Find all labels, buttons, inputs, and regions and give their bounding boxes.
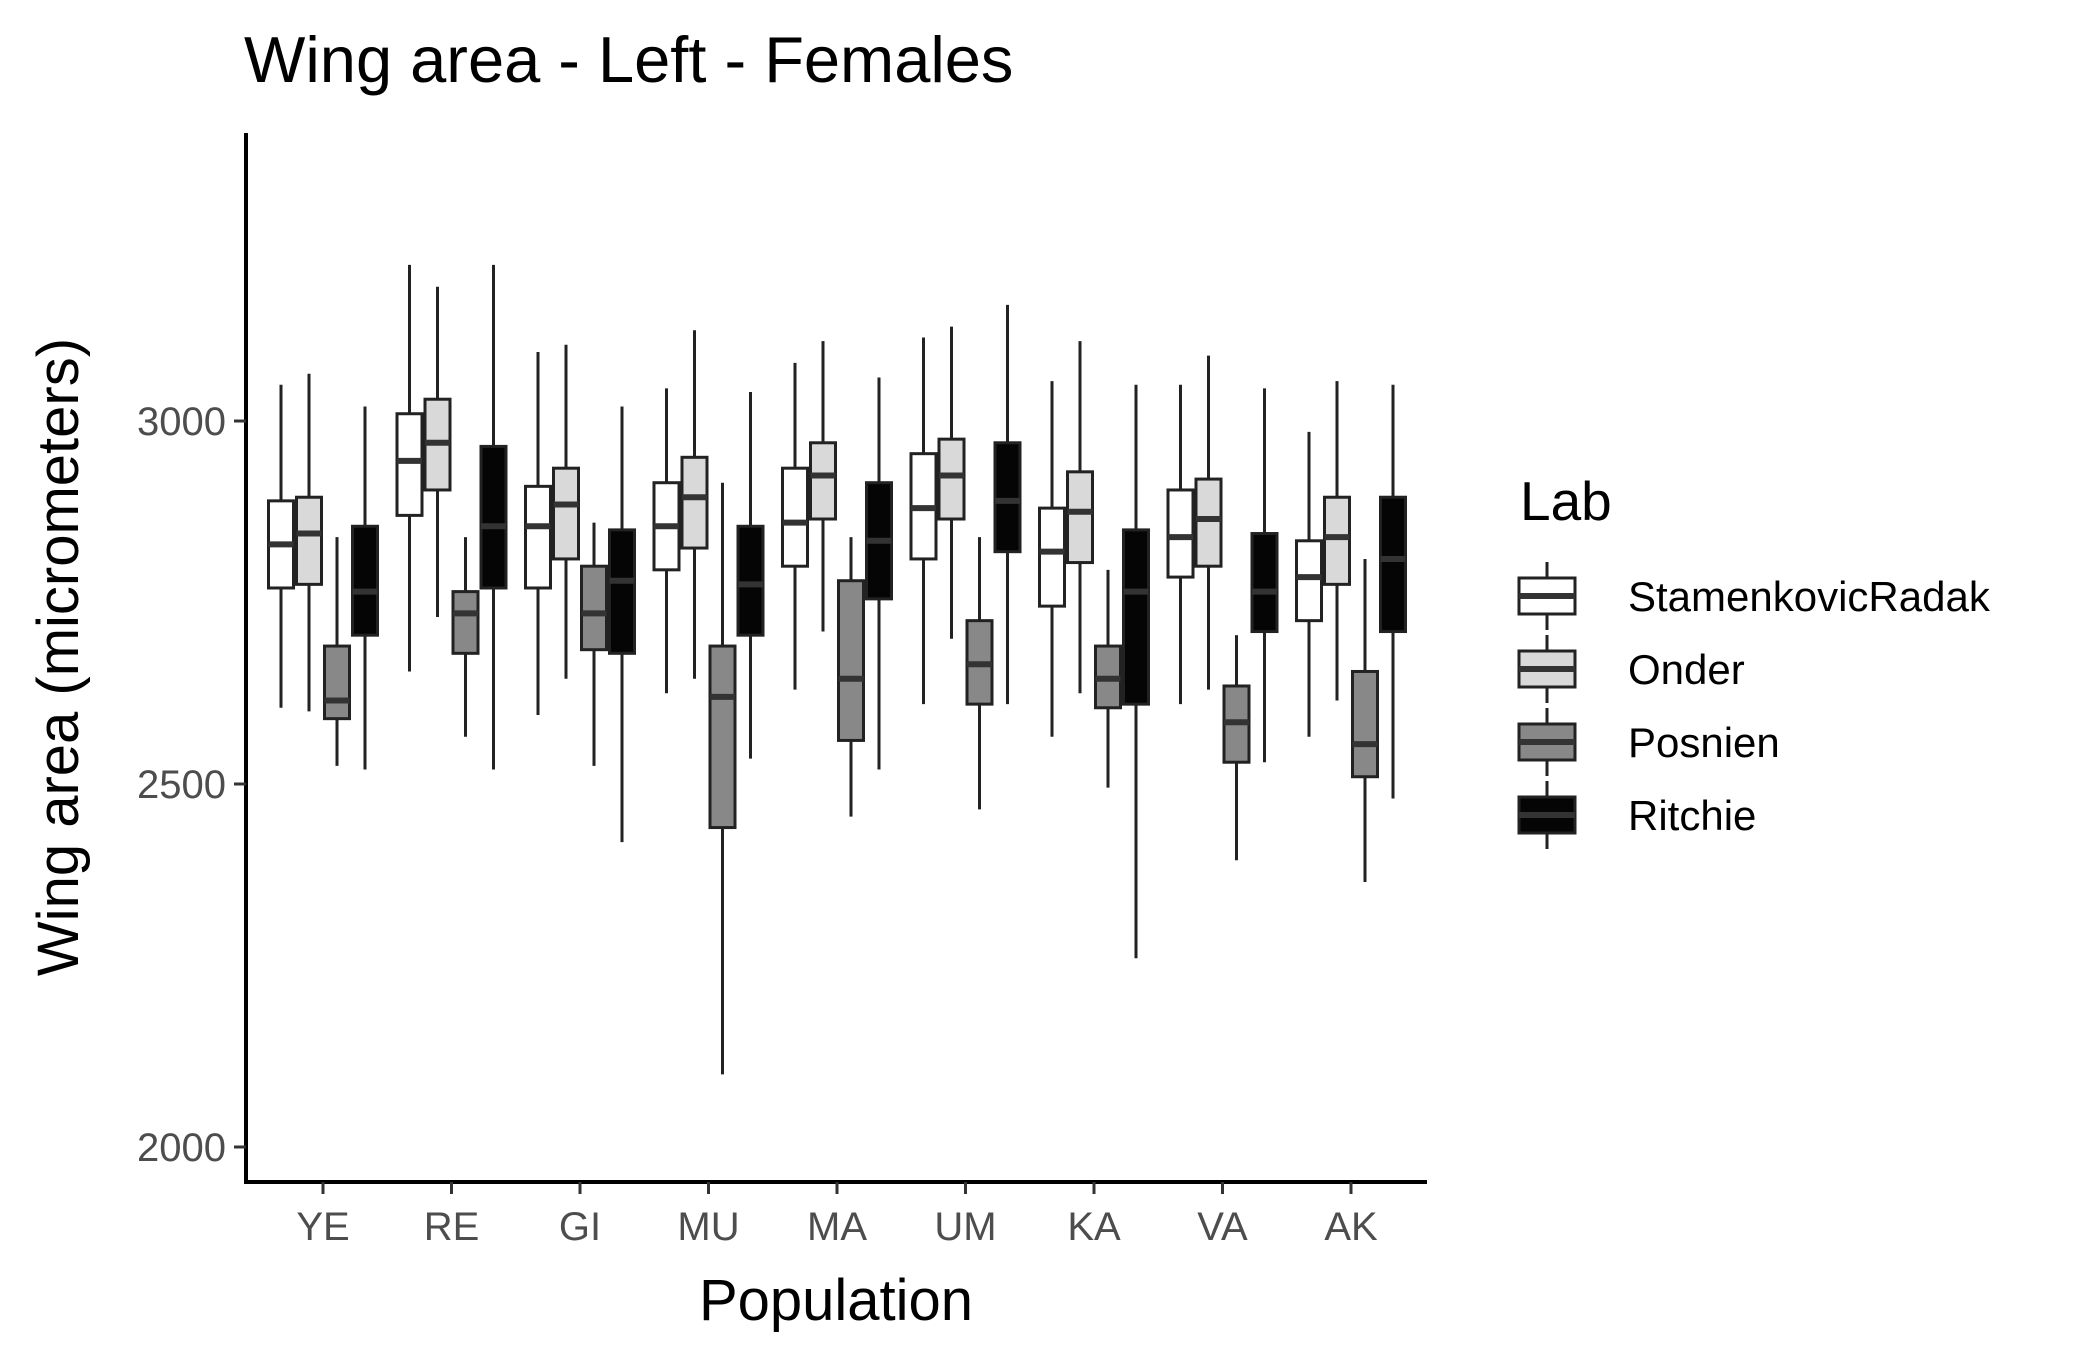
box-UM-Onder [937, 326, 966, 639]
box-AK-StamenkovicRadak [1295, 431, 1323, 737]
legend-item-Ritchie: Ritchie [1517, 781, 1756, 849]
legend-item-StamenkovicRadak: StamenkovicRadak [1517, 562, 1991, 630]
box-body [680, 455, 709, 550]
x-tick-label: KA [1067, 1205, 1121, 1249]
box-body [451, 590, 480, 655]
box-GI-Ritchie [608, 406, 636, 843]
box-VA-Posnien [1222, 635, 1251, 861]
box-UM-Ritchie [993, 304, 1022, 705]
box-KA-Ritchie [1122, 384, 1150, 959]
box-body [1379, 495, 1407, 634]
box-GI-Posnien [580, 522, 608, 766]
box-KA-Onder [1066, 341, 1094, 694]
box-VA-Onder [1194, 355, 1223, 690]
box-YE-Ritchie [351, 406, 379, 770]
legend-label: Ritchie [1628, 792, 1756, 839]
box-KA-Posnien [1094, 569, 1122, 788]
box-body [580, 564, 608, 652]
y-tick-label: 2000 [137, 1126, 226, 1170]
box-MU-Ritchie [736, 391, 765, 759]
box-MA-Ritchie [865, 377, 893, 770]
box-AK-Ritchie [1379, 384, 1407, 799]
box-UM-StamenkovicRadak [909, 337, 938, 705]
y-ticks: 2000 2500 3000 [137, 400, 246, 1170]
x-ticks: YE RE GI MU MA UM KA VA AK [296, 1182, 1378, 1249]
box-MA-Posnien [837, 537, 865, 817]
box-RE-Ritchie [479, 264, 508, 770]
box-MA-Onder [809, 341, 837, 632]
box-body [395, 412, 424, 517]
x-tick-label: MU [677, 1205, 739, 1249]
box-body [1038, 506, 1066, 608]
box-VA-Ritchie [1250, 388, 1279, 763]
box-body [1295, 539, 1323, 623]
x-axis-title: Population [699, 1268, 973, 1333]
box-RE-StamenkovicRadak [395, 264, 424, 672]
box-body [479, 444, 508, 590]
box-body [937, 437, 966, 521]
box-body [1194, 477, 1223, 568]
box-body [295, 495, 323, 586]
legend-item-Onder: Onder [1517, 635, 1745, 703]
x-tick-label: UM [934, 1205, 996, 1249]
box-body [1250, 532, 1279, 634]
legend-title: Lab [1520, 470, 1612, 532]
box-VA-StamenkovicRadak [1166, 384, 1195, 705]
box-body [809, 441, 837, 521]
chart-title: Wing area - Left - Females [244, 23, 1013, 96]
box-body [736, 524, 765, 637]
box-RE-Posnien [451, 537, 480, 737]
box-body [608, 528, 636, 655]
x-tick-label: VA [1197, 1205, 1248, 1249]
box-MU-Posnien [708, 482, 737, 1075]
legend: Lab StamenkovicRadak Onder Posnien Ritchie [1517, 470, 1991, 849]
legend-items: StamenkovicRadak Onder Posnien Ritchie [1517, 562, 1991, 849]
x-tick-label: GI [559, 1205, 601, 1249]
box-body [524, 484, 552, 590]
box-body [781, 466, 809, 568]
x-tick-label: RE [424, 1205, 480, 1249]
y-tick-label: 2500 [137, 763, 226, 807]
box-body [1323, 495, 1351, 586]
y-tick-label: 3000 [137, 400, 226, 444]
box-body [351, 524, 379, 637]
box-body [837, 579, 865, 742]
box-MU-StamenkovicRadak [652, 388, 681, 694]
box-body [993, 441, 1022, 554]
x-tick-label: AK [1324, 1205, 1378, 1249]
legend-label: Posnien [1628, 719, 1780, 766]
box-AK-Onder [1323, 381, 1351, 701]
box-body [1122, 528, 1150, 706]
box-RE-Onder [423, 286, 452, 618]
box-YE-StamenkovicRadak [267, 384, 295, 708]
box-body [323, 644, 351, 721]
box-body [1066, 470, 1094, 565]
box-GI-StamenkovicRadak [524, 352, 552, 716]
legend-item-Posnien: Posnien [1517, 708, 1780, 776]
box-body [1166, 488, 1195, 579]
boxes-layer [267, 264, 1407, 1075]
box-MA-StamenkovicRadak [781, 362, 809, 690]
box-KA-StamenkovicRadak [1038, 381, 1066, 737]
box-GI-Onder [552, 344, 580, 679]
box-body [708, 644, 737, 830]
box-MU-Onder [680, 330, 709, 679]
box-body [552, 466, 580, 561]
legend-label: Onder [1628, 646, 1745, 693]
box-YE-Posnien [323, 537, 351, 766]
legend-label: StamenkovicRadak [1628, 573, 1991, 620]
y-axis-title: Wing area (micrometers) [26, 338, 91, 976]
box-AK-Posnien [1351, 558, 1379, 883]
box-body [1351, 669, 1379, 779]
box-YE-Onder [295, 373, 323, 712]
x-tick-label: MA [807, 1205, 867, 1249]
box-UM-Posnien [965, 537, 994, 810]
x-tick-label: YE [296, 1205, 349, 1249]
